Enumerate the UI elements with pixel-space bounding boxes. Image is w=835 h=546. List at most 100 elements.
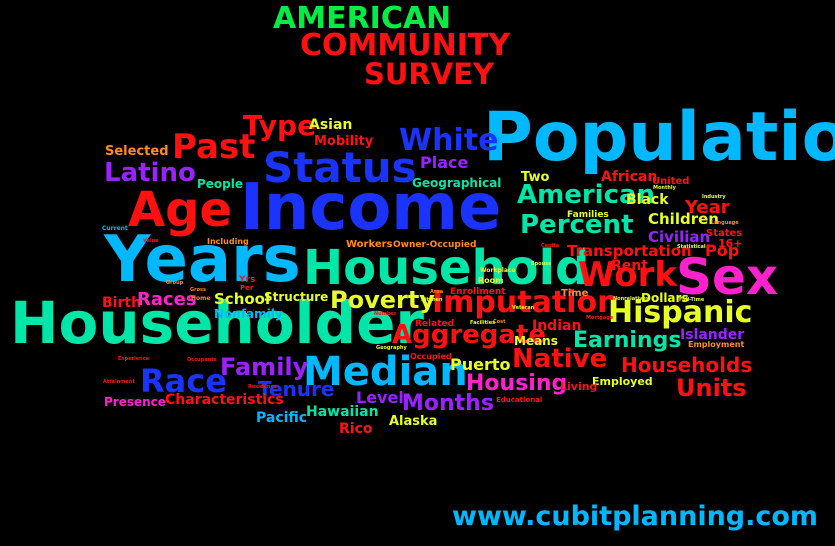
word-housing: Housing [466,371,568,396]
word-time: Time [561,288,589,299]
word-geographical: Geographical [412,176,502,190]
word-birth: Birth [102,295,142,311]
word-households: Households [621,353,753,377]
word-mortgage: Mortgage [586,315,614,321]
word-families: Families [567,210,609,220]
word-aggregate: Aggregate [392,320,547,350]
word-pacific: Pacific [256,410,308,426]
word-asian: Asian [309,117,353,133]
word-median: Median [303,349,468,395]
word-white: White [399,123,499,158]
word-level: Level [356,388,404,407]
word-place: Place [420,153,469,172]
word-characteristics: Characteristics [165,392,284,408]
word-group: Group [166,280,184,286]
title-line-2: COMMUNITY [300,28,511,63]
word-facilities: Facilities [470,320,496,326]
word-residence: Residence [248,384,277,390]
word-rent: Rent [611,258,648,274]
word-years: Years [104,223,301,297]
word-attainment: Attainment [103,379,135,385]
word-imputation: Imputation [432,285,619,320]
word-civilian: Civilian [648,228,711,246]
word-united: United [652,176,690,187]
title-line-3: SURVEY [364,57,495,91]
word-room: Room [478,276,504,285]
word-children: Children [648,210,719,228]
word-employment: Employment [688,340,745,349]
title-line-1: AMERICAN [273,1,452,36]
word-number: Number [374,311,397,317]
word-indian: Indian [532,318,582,334]
word-current: Current [102,225,128,232]
word-earnings: Earnings [573,328,682,353]
word-gross: Gross [190,287,206,293]
word-poverty: Poverty [330,286,435,314]
word-veteran: Veteran [512,305,535,311]
word-value: Value [143,238,159,244]
word-experience: Experience [118,356,150,362]
word-age: Age [128,182,233,238]
word-occupants: Occupants [187,357,217,363]
word-full-time: Full-Time [679,297,705,303]
word-puerto: Puerto [450,355,511,374]
word-workplace: Workplace [480,267,516,274]
word-people: People [197,177,244,191]
word-alaska: Alaska [389,414,438,429]
word-workers: Workers [346,239,393,250]
word-black: Black [626,192,669,208]
word-selected: Selected [105,144,169,159]
word-year: Year [685,197,730,218]
word-native: Native [512,344,608,374]
word-american: American [517,180,656,210]
word-hispanic: Hispanic [608,295,753,330]
word-work: Work [578,255,678,295]
word-16plus: 16+ [718,237,743,250]
word-nonfamily: Nonfamily [214,307,283,321]
word-home: Home [191,295,211,302]
word-dollars: Dollars [641,291,689,305]
word-monthly: Monthly [653,185,676,191]
word-educational: Educational [496,396,543,404]
word-presence: Presence [104,395,166,409]
word-nonrelatives: Nonrelatives [613,296,649,302]
word-occupied: Occupied [410,352,452,361]
word-units: Units [676,374,747,402]
word-capita: Capita [541,243,560,249]
word-related: Related [415,319,455,329]
word-geography: Geography [376,345,407,351]
word-school: School [214,290,271,308]
word-pop: Pop [705,241,740,260]
word-per: Per [240,284,254,292]
word-structure: Structure [264,290,329,304]
word-races: Races [137,289,197,310]
word-african: African [601,169,658,185]
word-income: Income [240,171,502,245]
word-tenure: Tenure [258,377,335,401]
word-percent: Percent [520,210,634,240]
word-householder: Householder [10,289,425,357]
word-rico: Rico [339,421,373,437]
word-owner-occupied: Owner-Occupied [393,240,477,250]
word-employed: Employed [592,375,653,388]
word-industry: Industry [702,194,726,200]
word-means: Means [514,334,558,348]
word-yrs: Yrs [239,275,256,285]
word-months: Months [402,391,494,416]
word-household: Household [303,240,590,296]
word-sex: Sex [676,248,779,306]
footer-url: www.cubitplanning.com [452,501,819,532]
word-area: Area [430,289,444,295]
word-status: Status [263,143,417,192]
word-hawaiian: Hawaiian [306,404,379,420]
word-transportation: Transportation [567,242,692,260]
word-enrollment: Enrollment [450,287,506,297]
word-including: Including [207,237,249,246]
word-states: States [706,228,743,239]
word-cost: Cost [493,319,506,325]
word-islander: Islander [680,327,745,343]
word-race: Race [140,362,227,400]
word-type: Type [243,109,317,142]
word-kitchen: Kitchen [421,297,443,303]
